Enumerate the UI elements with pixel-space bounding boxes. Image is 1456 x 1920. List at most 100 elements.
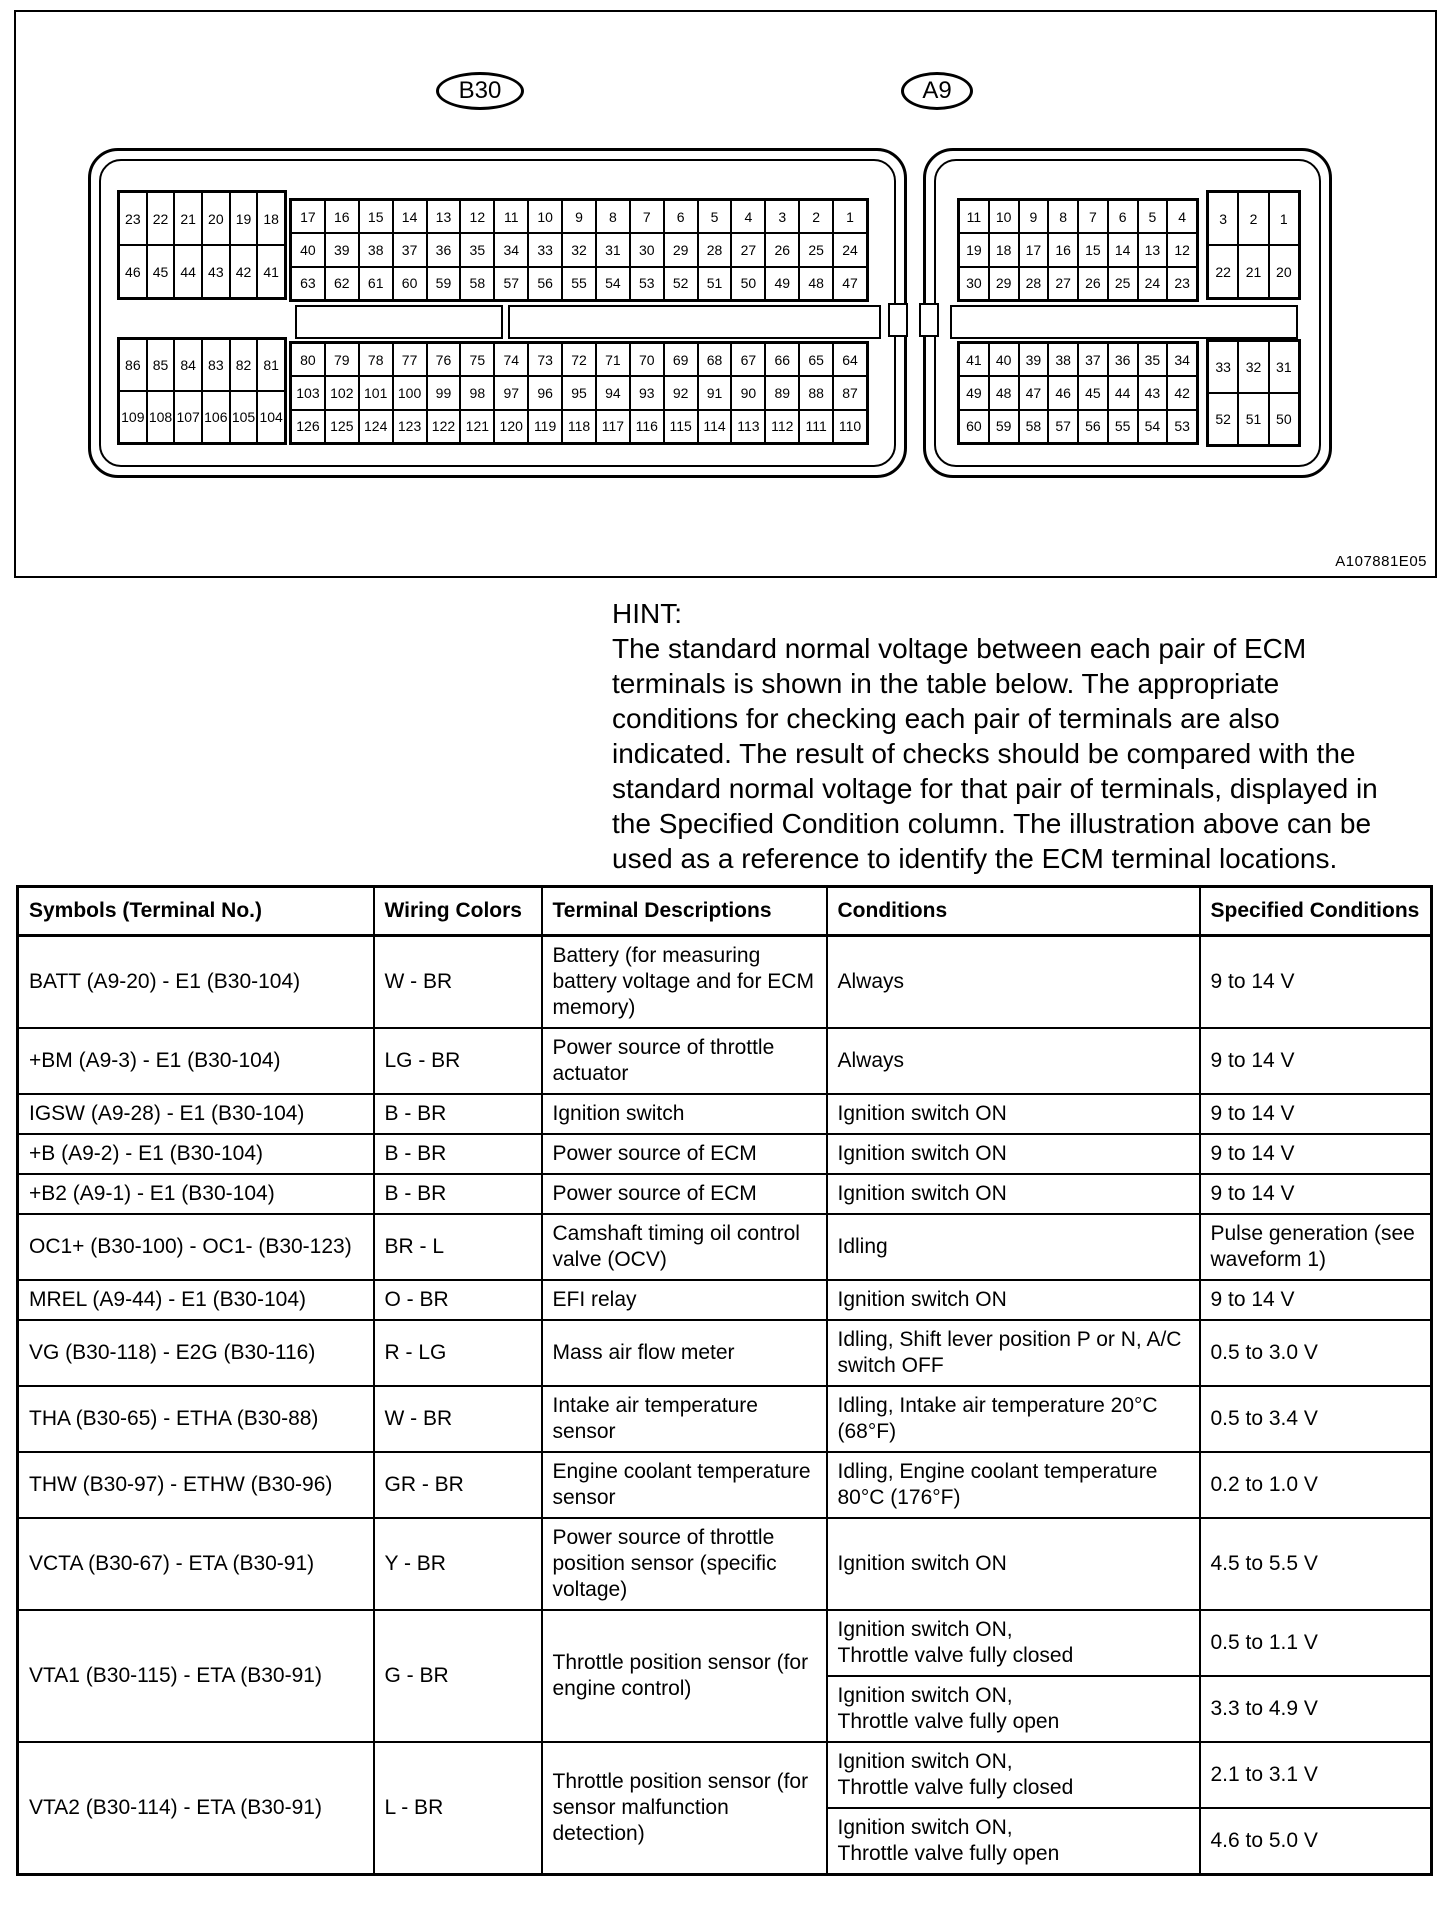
terminal-cell: 2 (1238, 192, 1269, 245)
table-row: THA (B30-65) - ETHA (B30-88) W - BR Intake… (16, 1385, 1433, 1453)
wiring-cell: W - BR (372, 934, 543, 1029)
description-cell: Battery (for measuring battery voltage a… (540, 934, 828, 1029)
terminal-cell: 102 (324, 376, 359, 410)
table-row: VTA1 (B30-115) - ETA (B30-91) G - BR Throt… (16, 1609, 1433, 1743)
terminal-cell: 85 (146, 339, 175, 391)
terminal-cell: 33 (1208, 341, 1239, 393)
terminal-cell: 35 (1137, 343, 1168, 377)
terminal-cell: 30 (959, 266, 989, 300)
terminal-cell: 64 (833, 343, 867, 377)
terminal-cell: 86 (119, 339, 147, 391)
symbols-cell: THW (B30-97) - ETHW (B30-96) (16, 1451, 375, 1519)
condition-cell: Idling (825, 1213, 1201, 1281)
a9-terminal-grid-lower-main: 41 40 39 38 37 36 35 34 49 48 47 46 45 44 43 42 60 59 58 57… (957, 341, 1199, 445)
terminal-cell: 44 (174, 245, 202, 298)
b30-side-notch (888, 303, 908, 337)
condition-cell: Ignition switch ON (825, 1093, 1201, 1135)
terminal-cell: 82 (229, 339, 258, 391)
terminal-cell: 55 (562, 266, 596, 300)
terminal-cell: 94 (595, 376, 630, 410)
terminal-cell: 22 (146, 192, 175, 245)
specified-condition-cell: 0.2 to 1.0 V (1198, 1451, 1433, 1519)
table-row: Ignition switch ON, Throttle valve fully… (18, 1807, 1433, 1876)
terminal-cell: 36 (426, 233, 461, 267)
specified-condition-cell: Pulse generation (see waveform 1) (1198, 1213, 1433, 1281)
description-cell: Intake air temperature sensor (540, 1385, 828, 1453)
b30-terminal-grid-lower-left: 86 85 84 83 82 81 109 108 107 106 105 104 (117, 337, 287, 445)
specified-condition-cell: 4.5 to 5.5 V (1198, 1517, 1433, 1611)
terminal-cell: 39 (324, 233, 359, 267)
terminal-cell: 53 (1167, 409, 1197, 443)
specified-condition-cell: 4.6 to 5.0 V (1198, 1807, 1433, 1876)
terminal-cell: 51 (1238, 393, 1269, 445)
condition-cell: Ignition switch ON, Throttle valve fully… (825, 1807, 1201, 1876)
terminal-cell: 24 (1137, 266, 1168, 300)
wiring-cell: W - BR (372, 1385, 543, 1453)
table-row: VCTA (B30-67) - ETA (B30-91) Y - BR Power … (16, 1517, 1433, 1611)
symbols-cell: VCTA (B30-67) - ETA (B30-91) (16, 1517, 375, 1611)
terminal-cell: 23 (1167, 266, 1197, 300)
terminal-cell: 19 (229, 192, 258, 245)
connector-label-b30-text: B30 (458, 77, 502, 104)
description-cell: Throttle position sensor (for engine con… (540, 1609, 828, 1743)
terminal-cell: 97 (494, 376, 529, 410)
symbols-cell: +B2 (A9-1) - E1 (B30-104) (16, 1173, 375, 1215)
connector-label-b30: B30 (436, 72, 524, 110)
terminal-cell: 28 (1018, 266, 1049, 300)
wiring-cell: BR - L (372, 1213, 543, 1281)
terminal-cell: 59 (426, 266, 461, 300)
table-row: THW (B30-97) - ETHW (B30-96) GR - BR Engin… (16, 1451, 1433, 1519)
terminal-cell: 11 (494, 200, 529, 234)
description-cell: Ignition switch (540, 1093, 828, 1135)
terminal-cell: 50 (731, 266, 766, 300)
terminal-cell: 116 (629, 409, 664, 443)
terminal-cell: 11 (959, 200, 989, 234)
terminal-cell: 46 (119, 245, 147, 298)
terminal-cell: 5 (1137, 200, 1168, 234)
terminal-cell: 62 (324, 266, 359, 300)
terminal-cell: 25 (799, 233, 834, 267)
terminal-cell: 110 (833, 409, 867, 443)
description-cell: Camshaft timing oil control valve (OCV) (540, 1213, 828, 1281)
terminal-cell: 125 (324, 409, 359, 443)
table-row: +B (A9-2) - E1 (B30-104) B - BR Power sour… (16, 1133, 1433, 1175)
terminal-cell: 61 (358, 266, 393, 300)
figure-code: A107881E05 (1335, 553, 1427, 570)
terminal-cell: 46 (1048, 376, 1078, 410)
wiring-cell: B - BR (372, 1093, 543, 1135)
terminal-cell: 109 (119, 391, 147, 443)
terminal-cell: 19 (959, 233, 989, 267)
specified-condition-cell: 3.3 to 4.9 V (1198, 1675, 1433, 1743)
specified-condition-cell: 9 to 14 V (1198, 1093, 1433, 1135)
terminal-cell: 106 (201, 391, 230, 443)
terminal-cell: 10 (528, 200, 563, 234)
terminal-cell: 32 (562, 233, 596, 267)
terminal-cell: 34 (494, 233, 529, 267)
terminal-cell: 99 (426, 376, 461, 410)
terminal-cell: 52 (1208, 393, 1239, 445)
terminal-cell: 58 (1018, 409, 1049, 443)
terminal-cell: 21 (1238, 245, 1269, 298)
terminal-cell: 26 (765, 233, 800, 267)
a9-side-notch (919, 303, 939, 337)
terminal-cell: 57 (494, 266, 529, 300)
terminal-cell: 45 (1078, 376, 1108, 410)
terminal-cell: 28 (697, 233, 732, 267)
terminal-cell: 52 (663, 266, 698, 300)
symbols-cell: THA (B30-65) - ETHA (B30-88) (16, 1385, 375, 1453)
terminal-cell: 54 (595, 266, 630, 300)
terminal-cell: 56 (1078, 409, 1108, 443)
terminal-cell: 100 (392, 376, 427, 410)
description-cell: Power source of ECM (540, 1133, 828, 1175)
terminal-cell: 42 (229, 245, 258, 298)
terminal-cell: 5 (697, 200, 732, 234)
terminal-cell: 3 (1208, 192, 1239, 245)
terminal-cell: 83 (201, 339, 230, 391)
terminal-cell: 27 (1048, 266, 1078, 300)
terminal-cell: 115 (663, 409, 698, 443)
terminal-cell: 58 (460, 266, 495, 300)
terminal-cell: 30 (629, 233, 664, 267)
terminal-cell: 6 (1107, 200, 1138, 234)
terminal-cell: 14 (392, 200, 427, 234)
description-cell: EFI relay (540, 1279, 828, 1321)
